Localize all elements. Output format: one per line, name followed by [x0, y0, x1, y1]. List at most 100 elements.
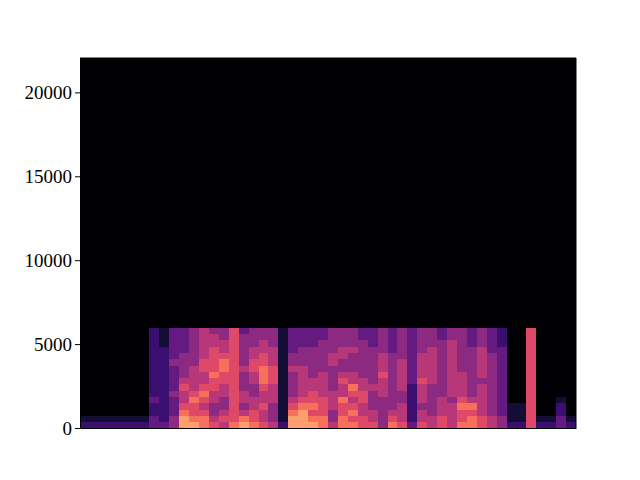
cell: [308, 359, 318, 366]
cell: [546, 378, 556, 385]
cell: [516, 359, 526, 366]
cell: [298, 334, 308, 341]
cell: [100, 327, 110, 334]
cell: [487, 340, 497, 347]
cell: [536, 403, 546, 410]
cell: [288, 352, 298, 359]
cell: [100, 390, 110, 397]
cell: [100, 352, 110, 359]
cell: [497, 365, 507, 372]
cell: [130, 390, 140, 397]
cell: [516, 378, 526, 385]
cell: [110, 415, 120, 422]
cell: [199, 371, 209, 378]
cells: [80, 58, 576, 428]
cell: [268, 409, 278, 416]
cell: [388, 403, 398, 410]
cell: [526, 397, 536, 404]
cell: [397, 327, 407, 334]
cell: [100, 346, 110, 353]
cell: [388, 371, 398, 378]
cell: [487, 371, 497, 378]
cell: [467, 340, 477, 347]
cell: [199, 390, 209, 397]
cell: [358, 397, 368, 404]
cell: [189, 58, 199, 328]
cell: [159, 422, 169, 428]
cell: [219, 58, 229, 328]
cell: [516, 415, 526, 422]
cell: [546, 327, 556, 334]
cell: [358, 334, 368, 341]
cell: [149, 352, 159, 359]
cell: [566, 409, 576, 416]
cell: [556, 346, 566, 353]
cell: [546, 415, 556, 422]
cell: [239, 415, 249, 422]
cell: [507, 415, 517, 422]
cell: [566, 346, 576, 353]
cell: [278, 346, 288, 353]
cell: [80, 422, 90, 428]
cell: [308, 422, 318, 428]
cell: [249, 397, 259, 404]
cell: [467, 415, 477, 422]
cell: [566, 403, 576, 410]
cell: [487, 397, 497, 404]
cell: [368, 352, 378, 359]
cell: [457, 371, 467, 378]
cell: [487, 365, 497, 372]
cell: [120, 334, 130, 341]
cell: [507, 422, 517, 428]
cell: [526, 403, 536, 410]
cell: [516, 346, 526, 353]
cell: [249, 403, 259, 410]
cell: [397, 384, 407, 391]
y-tick-label: 10000: [25, 250, 73, 271]
cell: [219, 346, 229, 353]
cell: [566, 378, 576, 385]
cell: [467, 378, 477, 385]
cell: [417, 365, 427, 372]
cell: [348, 365, 358, 372]
cell: [328, 378, 338, 385]
cell: [308, 390, 318, 397]
cell: [110, 58, 120, 328]
cell: [338, 390, 348, 397]
cell: [318, 365, 328, 372]
cell: [130, 359, 140, 366]
cell: [189, 378, 199, 385]
cell: [298, 390, 308, 397]
cell: [477, 340, 487, 347]
cell: [546, 359, 556, 366]
cell: [407, 397, 417, 404]
x-axis-line: [81, 428, 577, 429]
cell: [90, 346, 100, 353]
cell: [536, 397, 546, 404]
cell: [149, 378, 159, 385]
cell: [467, 359, 477, 366]
y-tick-mark: [75, 344, 80, 345]
cell: [308, 384, 318, 391]
cell: [130, 415, 140, 422]
cell: [368, 384, 378, 391]
cell: [278, 365, 288, 372]
cell: [497, 397, 507, 404]
cell: [100, 397, 110, 404]
cell: [90, 397, 100, 404]
cell: [100, 365, 110, 372]
cell: [189, 327, 199, 334]
cell: [100, 403, 110, 410]
cell: [199, 346, 209, 353]
cell: [457, 346, 467, 353]
cell: [100, 415, 110, 422]
cell: [130, 58, 140, 328]
cell: [397, 58, 407, 328]
cell: [368, 409, 378, 416]
cell: [397, 403, 407, 410]
cell: [427, 346, 437, 353]
cell: [308, 371, 318, 378]
cell: [90, 409, 100, 416]
cell: [556, 334, 566, 341]
y-tick-mark: [75, 92, 80, 93]
